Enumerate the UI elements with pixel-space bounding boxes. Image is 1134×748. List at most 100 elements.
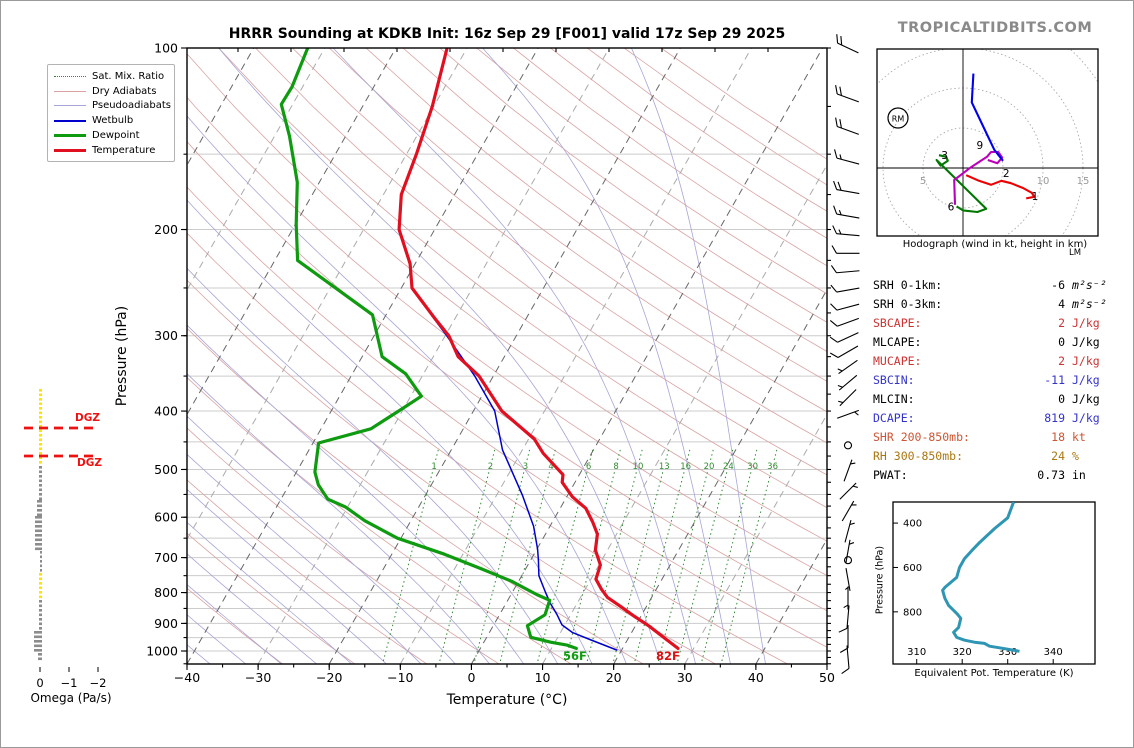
wind-barb-staff <box>845 568 851 591</box>
hodograph-height-label: 3 <box>941 150 948 162</box>
isotherm <box>471 48 823 664</box>
mixing-ratio-value: 30 <box>747 462 758 472</box>
omega-trace-mark <box>39 627 42 630</box>
stat-unit: J/kg <box>1072 373 1100 388</box>
omega-trace-mark <box>35 529 42 533</box>
omega-panel: 0 −1 −2 <box>24 389 106 690</box>
wind-barb-half <box>837 368 843 372</box>
omega-trace-mark <box>39 429 42 433</box>
stat-value: -6 <box>1051 277 1065 292</box>
wind-barb-half <box>852 485 858 488</box>
wind-barb-full <box>831 245 837 254</box>
mixing-ratio-value: 36 <box>767 462 778 472</box>
stat-label: SBCAPE: <box>873 315 922 330</box>
dry-adiabat <box>255 48 827 476</box>
mixing-ratio-value: 24 <box>723 462 734 472</box>
legend-row: Dewpoint <box>54 128 168 143</box>
omega-trace-mark <box>40 569 42 572</box>
stat-label: SHR 200-850mb: <box>873 430 970 445</box>
hodograph-caption: Hodograph (wind in kt, height in km) <box>902 239 1088 250</box>
pseudoadiabat <box>482 48 731 664</box>
stat-value: 0 <box>1058 392 1065 407</box>
mixing-ratio-line <box>657 471 708 662</box>
wind-barb-full <box>837 181 842 191</box>
mixing-ratio-value: 2 <box>488 462 493 472</box>
dry-adiabat <box>187 232 788 664</box>
wind-barb-staff <box>836 287 860 293</box>
mixing-ratio-value: 3 <box>523 462 528 472</box>
mixing-ratio-value: 10 <box>633 462 644 472</box>
ept-y-tick-label: 600 <box>903 563 922 574</box>
wind-barb-full <box>832 225 838 234</box>
stat-label: SRH 0-1km: <box>873 277 943 292</box>
stat-unit: J/kg <box>1072 411 1100 426</box>
hodograph-trace-0-3km <box>965 174 1036 200</box>
ept-x-axis-label: Equivalent Pot. Temperature (K) <box>914 668 1074 679</box>
pseudoadiabat <box>187 115 627 664</box>
wind-barb-half <box>838 229 842 235</box>
omega-trace-mark <box>40 555 42 559</box>
omega-trace-mark <box>35 543 42 546</box>
dry-adiabat <box>439 48 827 323</box>
surface-dewpoint-label: 56F <box>563 649 587 663</box>
omega-trace-mark <box>39 420 42 424</box>
temp-tick-label: 30 <box>677 670 693 685</box>
mixing-ratio-line <box>639 446 644 461</box>
rm-marker-label: RM <box>892 115 905 124</box>
wind-barb-staff <box>836 213 860 219</box>
wind-barb-full <box>829 352 839 359</box>
omega-trace-mark <box>39 407 42 410</box>
stat-row: SBCIN: -11 J/kg <box>873 370 1123 389</box>
wind-barb-staff <box>836 233 860 237</box>
wind-barb-staff <box>841 500 855 522</box>
omega-trace-mark <box>39 434 42 437</box>
isotherm <box>187 48 397 416</box>
legend-row: Pseudoadiabats <box>54 99 171 114</box>
wind-barb-full <box>830 265 837 274</box>
omega-trace-mark <box>35 534 42 537</box>
mixing-ratio-line <box>526 446 531 461</box>
isotherm <box>1 48 40 664</box>
wind-barb-half <box>837 384 843 388</box>
stat-label: PWAT: <box>873 468 908 483</box>
wind-barb-staff <box>837 42 859 54</box>
ept-x-tick-label: 330 <box>998 647 1017 658</box>
wind-barb-full <box>833 205 838 215</box>
omega-trace-mark <box>39 416 42 419</box>
hodograph-height-label: 2 <box>1003 168 1010 180</box>
pressure-tick-label: 100 <box>154 41 178 56</box>
stat-unit: % <box>1072 449 1079 464</box>
legend-swatch-satmix <box>54 75 86 77</box>
hodograph-plot: 5 10 15 1 2 3 6 9 RM <box>877 49 1098 236</box>
wind-barb-staff <box>836 270 860 274</box>
omega-trace-mark <box>39 600 42 603</box>
stat-unit: in <box>1072 468 1086 483</box>
wetbulb-curve <box>410 287 618 651</box>
temp-tick-label: −30 <box>245 670 271 685</box>
mixing-ratio-line <box>677 471 728 662</box>
omega-trace-mark <box>35 525 42 528</box>
dgz-label-top: DGZ <box>75 412 100 424</box>
mixing-ratio-line <box>701 471 752 662</box>
mixing-ratio-line <box>382 471 433 662</box>
dry-adiabat <box>187 532 355 664</box>
stat-row: SBCAPE: 2 J/kg <box>873 313 1123 332</box>
dry-adiabat <box>402 48 827 352</box>
isotherm <box>542 163 827 664</box>
temp-tick-label: 0 <box>467 670 475 685</box>
omega-trace-mark <box>39 595 42 599</box>
omega-trace-mark <box>39 398 42 401</box>
pseudoadiabat <box>187 584 282 664</box>
omega-trace-mark <box>39 591 42 594</box>
wind-barb-full <box>830 284 838 293</box>
mixing-ratio-line <box>721 471 772 662</box>
omega-trace-mark <box>39 573 42 576</box>
hodograph-height-label: 9 <box>976 140 983 152</box>
omega-trace-mark <box>39 488 42 492</box>
wind-barb-staff <box>837 93 859 103</box>
watermark: TROPICALTIDBITS.COM <box>897 20 1093 36</box>
mixing-ratio-line <box>586 471 637 662</box>
mixing-ratio-line <box>686 446 692 461</box>
omega-trace-mark <box>39 609 42 612</box>
stat-row: DCAPE: 819 J/kg <box>873 409 1123 428</box>
